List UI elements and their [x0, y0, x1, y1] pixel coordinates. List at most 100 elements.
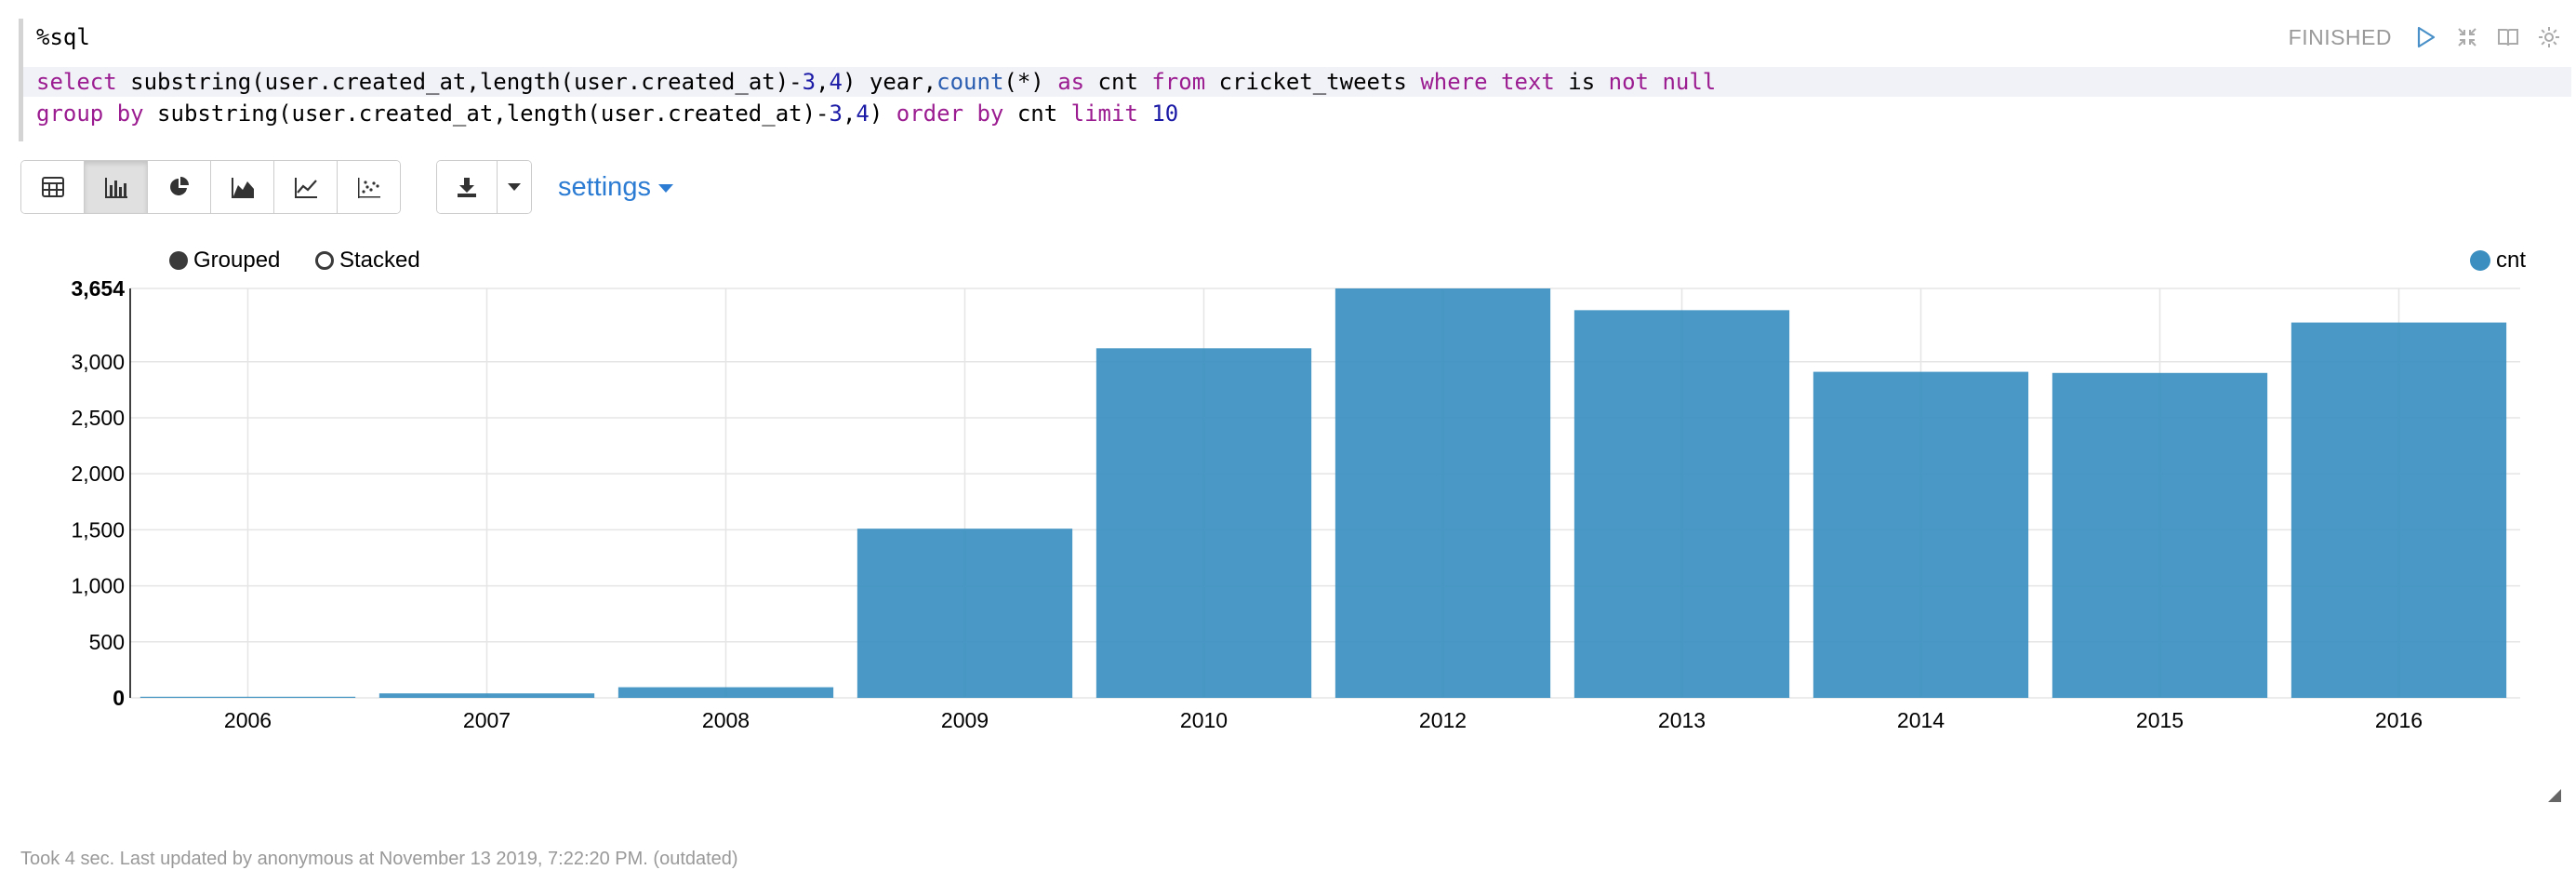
code-token: , [816, 69, 830, 95]
collapse-icon[interactable] [2455, 25, 2479, 49]
settings-caret-icon [657, 184, 673, 193]
radio-empty-icon [315, 251, 334, 270]
table-icon [41, 177, 64, 197]
area-chart-button[interactable] [211, 161, 274, 213]
x-tick-label: 2012 [1419, 708, 1467, 732]
grouped-option[interactable]: Grouped [169, 248, 280, 274]
status-label: FINISHED [2288, 24, 2392, 49]
x-tick-label: 2016 [2375, 708, 2423, 732]
code-editor[interactable]: %sql select substring(user.created_at,le… [19, 19, 2571, 141]
download-dropdown-toggle[interactable] [497, 161, 531, 213]
x-tick-label: 2007 [463, 708, 511, 732]
area-chart-icon [231, 178, 254, 198]
y-tick-label: 2,500 [71, 406, 125, 430]
book-icon[interactable] [2496, 25, 2520, 49]
code-token: , [842, 100, 856, 127]
chart-legend[interactable]: cnt [2469, 248, 2526, 274]
bar-chart-icon [104, 178, 127, 198]
code-token [1649, 69, 1662, 95]
code-token: order by [896, 100, 1004, 127]
code-token: count [936, 69, 1004, 95]
code-token: 3 [802, 69, 817, 95]
x-tick-label: 2015 [2136, 708, 2184, 732]
x-tick-label: 2008 [702, 708, 750, 732]
visualization-toolbar: settings [20, 160, 673, 214]
scatter-chart-button[interactable] [338, 161, 400, 213]
resize-handle-icon[interactable] [2548, 789, 2561, 802]
y-tick-label: 0 [113, 686, 125, 710]
y-tick-label: 500 [89, 630, 125, 654]
x-tick-label: 2013 [1658, 708, 1706, 732]
bar-chart-button[interactable] [85, 161, 148, 213]
bar [139, 696, 356, 698]
code-token [1488, 69, 1501, 95]
bar [2052, 372, 2268, 698]
stacked-option[interactable]: Stacked [315, 248, 420, 274]
code-token: as [1057, 69, 1085, 95]
x-tick-label: 2014 [1897, 708, 1945, 732]
code-token: 3 [829, 100, 843, 127]
code-token: ) year, [842, 69, 937, 95]
code-token: 10 [1151, 100, 1179, 127]
code-token: from [1151, 69, 1206, 95]
code-token: (*) [1003, 69, 1058, 95]
code-token: cnt [1084, 69, 1152, 95]
stacked-label: Stacked [339, 248, 420, 273]
code-token: limit [1070, 100, 1138, 127]
code-token [1138, 100, 1151, 127]
y-tick-label: 1,000 [71, 574, 125, 598]
gear-icon[interactable] [2537, 25, 2561, 49]
scatter-chart-icon [357, 178, 380, 198]
download-button[interactable] [437, 161, 497, 213]
grouped-label: Grouped [193, 248, 281, 273]
code-token: substring(user.created_at,length(user.cr… [116, 69, 803, 95]
code-token: is [1554, 69, 1609, 95]
code-token: group by [36, 100, 144, 127]
legend-label: cnt [2495, 248, 2526, 273]
x-tick-label: 2006 [224, 708, 272, 732]
line-chart-button[interactable] [274, 161, 338, 213]
code-token: where [1420, 69, 1488, 95]
bar [1095, 348, 1312, 698]
run-icon[interactable] [2414, 25, 2438, 49]
bar [1812, 371, 2029, 698]
chevron-down-icon [508, 183, 521, 191]
code-token: not [1608, 69, 1649, 95]
bar [1573, 310, 1790, 698]
settings-label: settings [558, 171, 651, 202]
y-tick-label: 2,000 [71, 462, 125, 486]
code-token: cnt [1003, 100, 1071, 127]
y-max-label: 3,654 [71, 276, 125, 301]
settings-toggle[interactable]: settings [558, 172, 673, 203]
bar [617, 687, 834, 698]
y-tick-label: 1,500 [71, 517, 125, 542]
active-line-highlight [23, 67, 2571, 97]
code-token: cricket_tweets [1205, 69, 1421, 95]
code-line-magic: %sql [36, 24, 90, 50]
paragraph-footer: Took 4 sec. Last updated by anonymous at… [20, 849, 738, 869]
paragraph-controls: FINISHED [2289, 19, 2561, 56]
code-line-1: select substring(user.created_at,length(… [36, 67, 1716, 97]
chart-type-group [20, 160, 401, 214]
pie-chart-button[interactable] [148, 161, 211, 213]
code-token: text [1501, 69, 1555, 95]
code-token: select [36, 69, 117, 95]
code-token: 4 [856, 100, 870, 127]
x-tick-label: 2010 [1180, 708, 1228, 732]
pie-chart-icon [169, 177, 189, 195]
y-tick-label: 3,000 [71, 350, 125, 374]
download-group [436, 160, 532, 214]
table-view-button[interactable] [21, 161, 85, 213]
bar [2291, 322, 2507, 698]
code-token: null [1662, 69, 1717, 95]
code-line-2: group by substring(user.created_at,lengt… [36, 99, 1178, 128]
x-tick-label: 2009 [941, 708, 989, 732]
bar-chart: 0 500 1,000 1,500 2,000 2,500 3,000 3,654 2006 20… [71, 276, 2520, 732]
bar [1334, 288, 1551, 698]
line-chart-icon [294, 178, 317, 198]
code-token: ) [869, 100, 896, 127]
download-icon [458, 178, 476, 197]
code-token: substring(user.created_at,length(user.cr… [143, 100, 830, 127]
legend-swatch [2469, 250, 2490, 271]
